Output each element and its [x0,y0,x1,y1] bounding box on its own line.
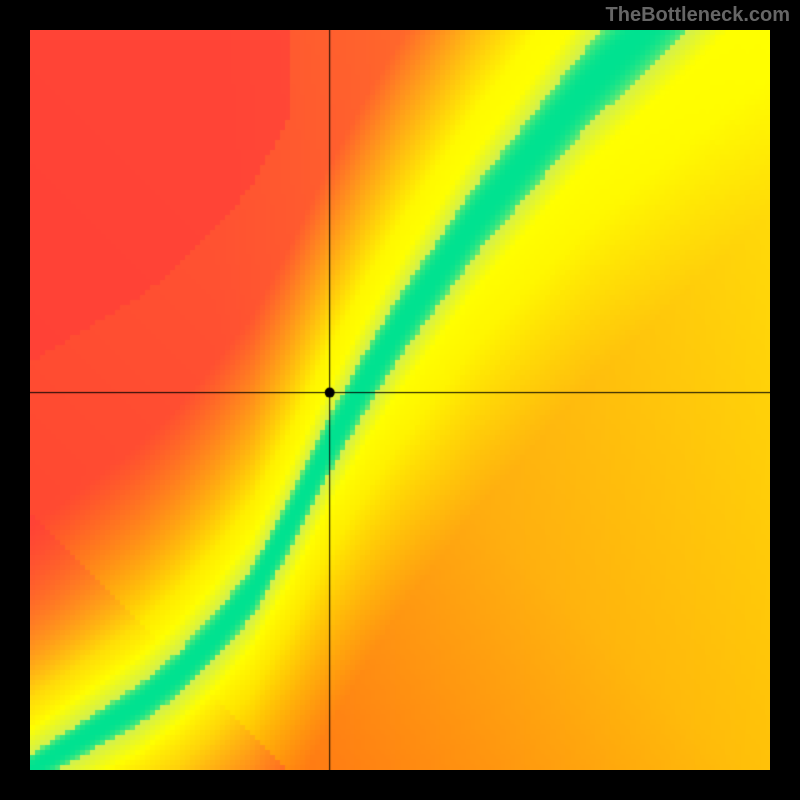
watermark-text: TheBottleneck.com [606,4,790,27]
bottleneck-heatmap [30,30,770,770]
chart-container: TheBottleneck.com [0,0,800,800]
